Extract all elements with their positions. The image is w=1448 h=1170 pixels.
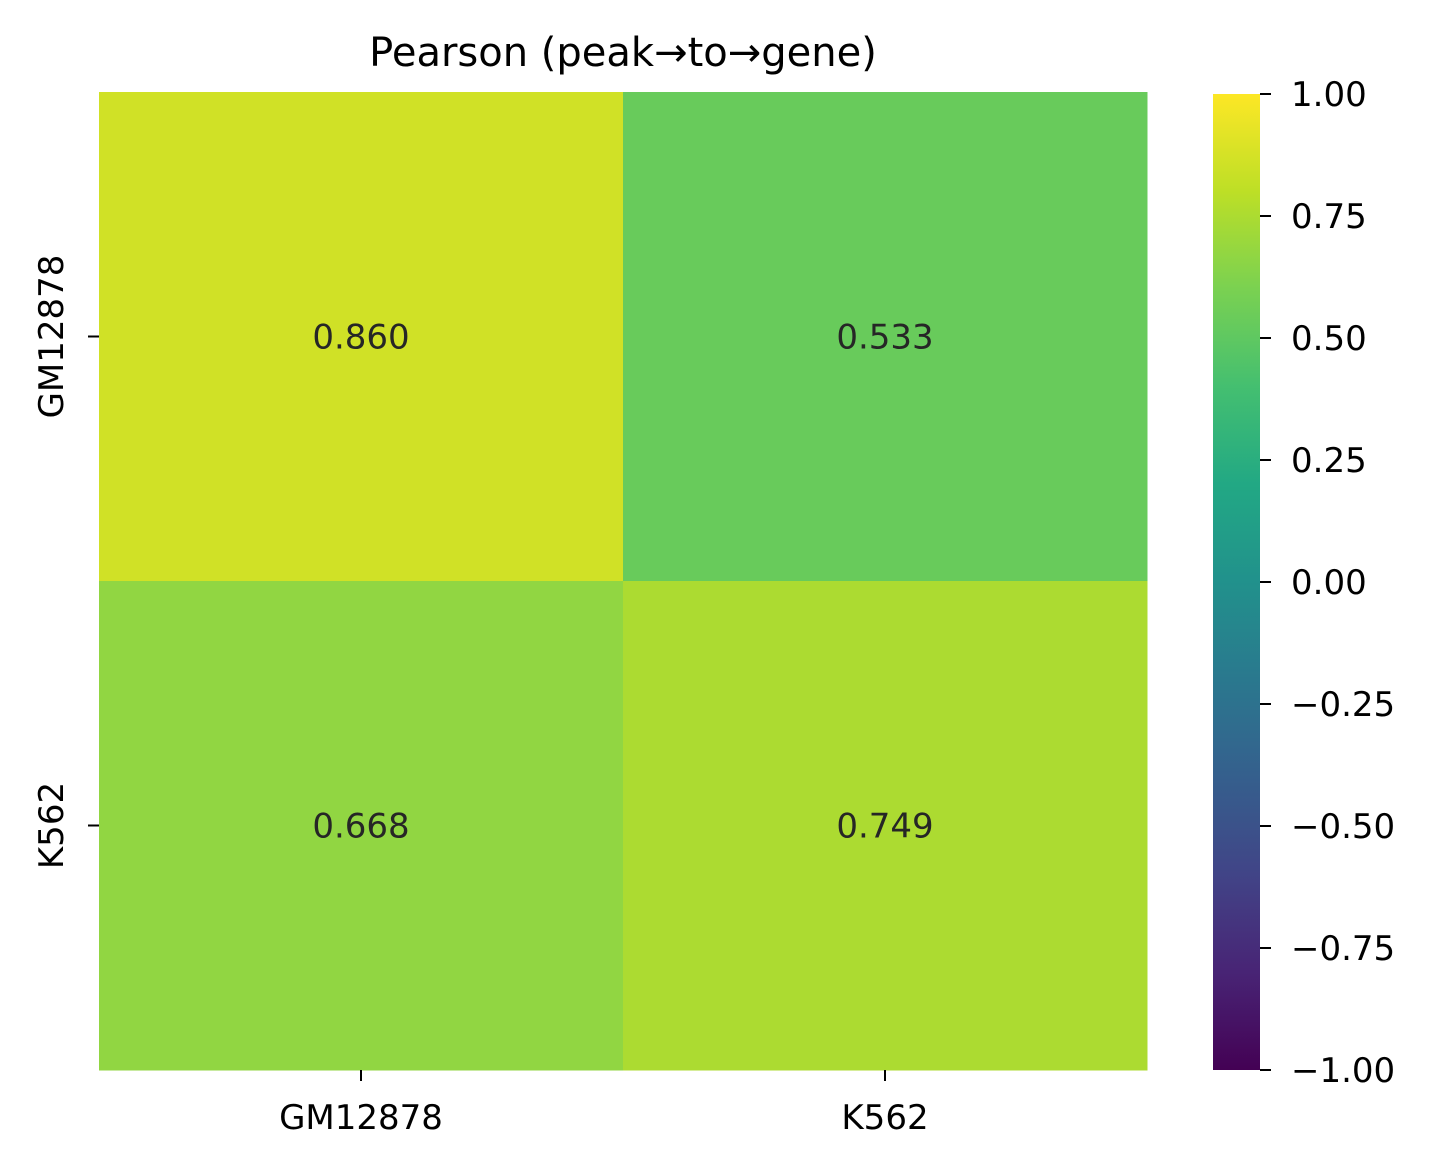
colorbar-tick-label: 1.00 xyxy=(1291,75,1367,115)
colorbar-tick-label: 0.50 xyxy=(1291,319,1367,359)
colorbar: 1.00 0.75 0.50 0.25 0.00 −0.25 −0.50 −0.75 −1.00 xyxy=(1213,75,1395,1091)
cell-value-label: 0.749 xyxy=(836,807,933,847)
chart-title: Pearson (peak→to→gene) xyxy=(369,30,877,76)
y-tick-label: K562 xyxy=(32,782,72,869)
x-axis: GM12878 K562 xyxy=(279,1070,929,1138)
heatmap-cell xyxy=(99,92,624,582)
colorbar-tick-label: −1.00 xyxy=(1291,1051,1395,1091)
heatmap-cell xyxy=(99,581,624,1071)
colorbar-tick-label: 0.75 xyxy=(1291,197,1367,237)
heatmap-cells: 0.860 0.533 0.668 0.749 xyxy=(99,92,1148,1071)
x-tick-label: K562 xyxy=(841,1098,928,1138)
heatmap-cell xyxy=(623,92,1148,582)
cell-value-label: 0.860 xyxy=(312,318,409,358)
y-tick-label: GM12878 xyxy=(32,255,72,419)
colorbar-tick-label: 0.00 xyxy=(1291,563,1367,603)
colorbar-tick-label: 0.25 xyxy=(1291,441,1367,481)
y-axis: GM12878 K562 xyxy=(32,255,99,869)
x-tick-label: GM12878 xyxy=(279,1098,443,1138)
heatmap-cell xyxy=(623,581,1148,1071)
colorbar-tick-label: −0.25 xyxy=(1291,685,1395,725)
colorbar-gradient xyxy=(1213,94,1260,1070)
cell-value-label: 0.668 xyxy=(312,807,409,847)
colorbar-tick-label: −0.50 xyxy=(1291,807,1395,847)
cell-value-label: 0.533 xyxy=(836,318,933,358)
colorbar-tick-label: −0.75 xyxy=(1291,929,1395,969)
